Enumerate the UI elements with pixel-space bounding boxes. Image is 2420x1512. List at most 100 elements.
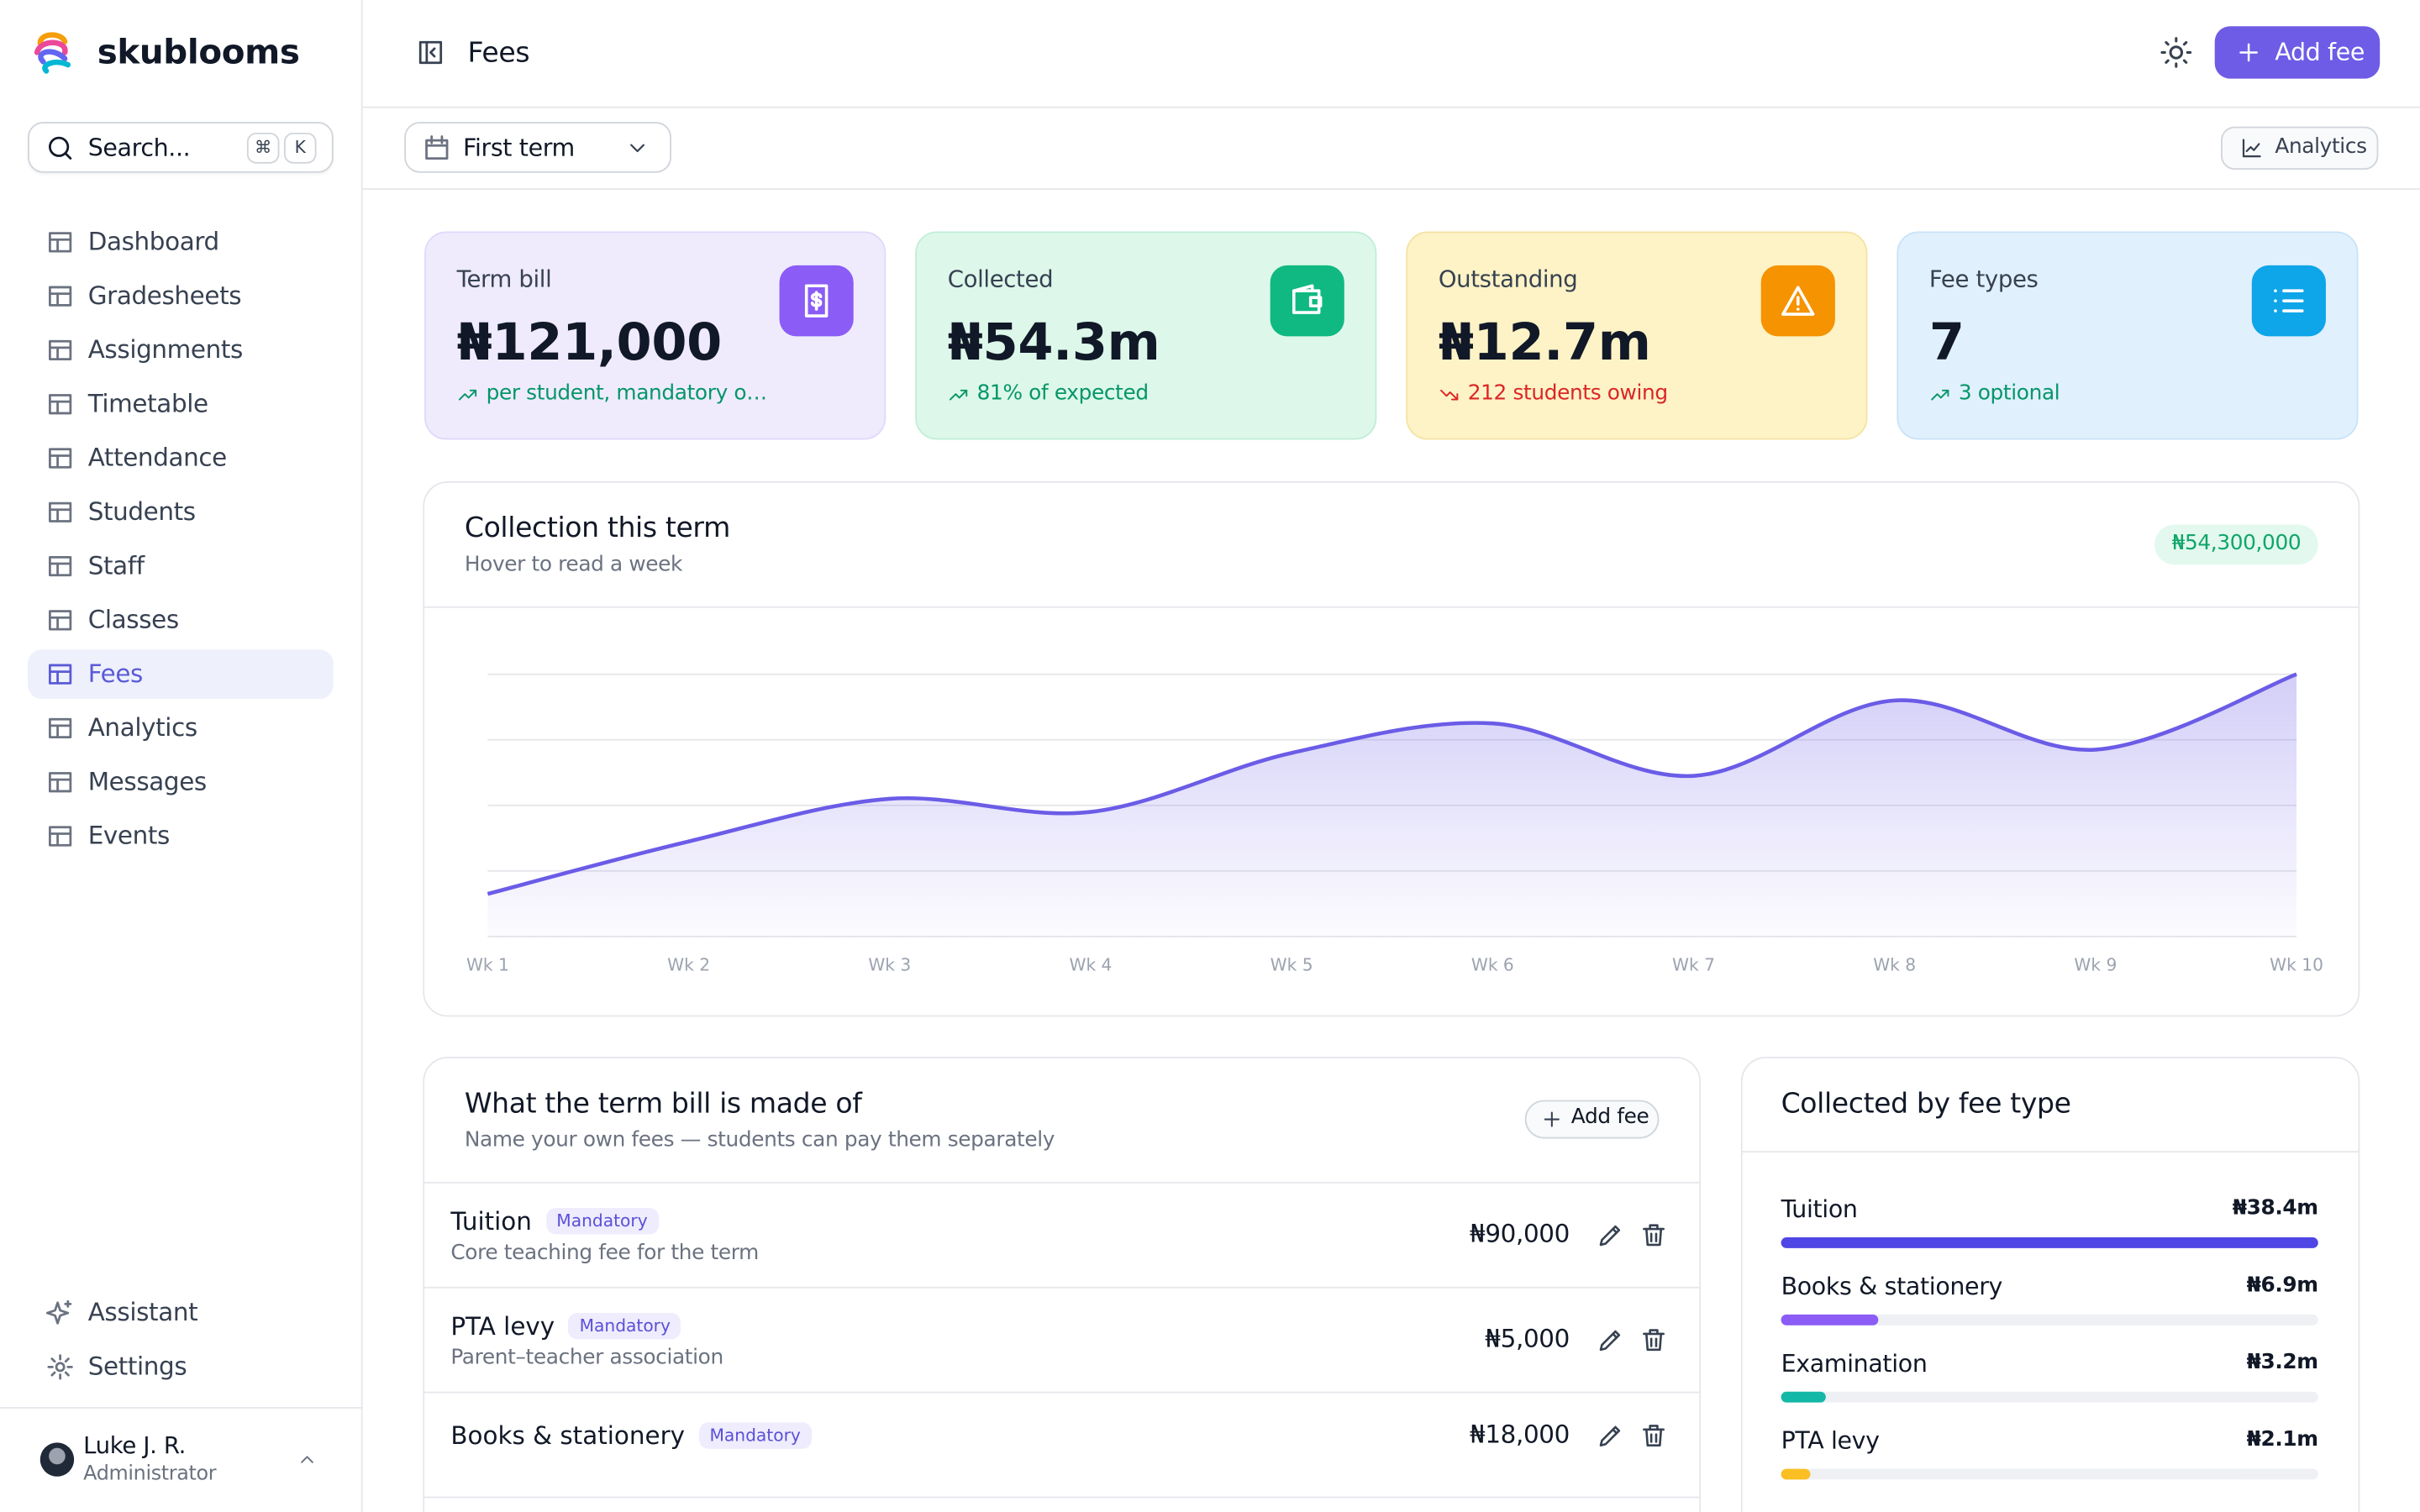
stat-label: Fee types (1928, 265, 2039, 294)
stat-value: ₦12.7m (1438, 311, 1651, 371)
edit-icon-stroke (1598, 1329, 1620, 1351)
nav-icon (49, 717, 72, 739)
bar (1781, 1468, 1811, 1480)
fee-type-value: ₦38.4m (2232, 1195, 2318, 1221)
kbd: K (283, 132, 317, 164)
stat-icon-stroke (1308, 296, 1323, 307)
nav-icon-stroke (49, 826, 72, 847)
term-select[interactable] (404, 122, 671, 173)
chevron-down (630, 144, 645, 153)
nav-item[interactable]: Classes (87, 604, 180, 634)
nav-item[interactable]: Fees (87, 658, 144, 688)
stat-note: per student, mandatory o… (486, 381, 767, 407)
delete-icon[interactable] (1639, 1325, 1668, 1354)
nav-icon-stroke (49, 555, 72, 577)
nav-icon (49, 555, 72, 577)
calendar-icon (425, 135, 449, 160)
delete-icon-stroke (1648, 1424, 1658, 1431)
stat-note: 81% of expected (976, 381, 1149, 407)
search-box[interactable] (28, 122, 334, 173)
row-divider (424, 1496, 1700, 1499)
bar (1781, 1237, 2318, 1248)
edit-icon[interactable] (1595, 1220, 1624, 1249)
fee-type-name: Tuition (1781, 1195, 1858, 1224)
avatar (39, 1442, 75, 1477)
by-type-card (1740, 1057, 2360, 1512)
logo-stroke (42, 59, 71, 74)
delete-icon-stroke (1644, 1427, 1662, 1446)
by-type-title: Collected by fee type (1781, 1088, 2071, 1121)
fee-badge: Mandatory (545, 1207, 659, 1234)
analytics-button[interactable] (2221, 126, 2379, 171)
x-tick-label: Wk 4 (1069, 954, 1112, 974)
trend-icon-stroke (1942, 389, 1949, 397)
trend-icon (1931, 389, 1949, 401)
stat-label: Collected (947, 265, 1054, 294)
sidebar-divider (0, 1407, 363, 1409)
edit-icon[interactable] (1595, 1325, 1624, 1354)
plus-icon (2239, 43, 2259, 62)
plus-icon-stroke (1543, 1110, 1559, 1126)
plus-icon-stroke (2239, 43, 2259, 62)
fee-name: PTA levy (450, 1310, 555, 1341)
nav-item[interactable]: Analytics (87, 711, 198, 742)
nav-icon (49, 339, 72, 361)
nav-icon-stroke (49, 339, 72, 361)
stat-label: Outstanding (1438, 265, 1578, 294)
edit-icon[interactable] (1595, 1420, 1624, 1450)
x-tick-label: Wk 1 (466, 954, 509, 974)
trend-icon-stroke (950, 389, 968, 401)
nav-icon-stroke (45, 1301, 70, 1325)
line (487, 672, 2297, 896)
stat-value: ₦121,000 (456, 311, 723, 371)
stat-icon (2274, 289, 2304, 312)
nav-item[interactable]: Settings (87, 1351, 187, 1381)
nav-item[interactable]: Dashboard (87, 226, 220, 256)
nav-item[interactable]: Staff (87, 549, 145, 580)
nav-icon (49, 394, 72, 415)
chart-divider (424, 606, 2359, 608)
logo (34, 32, 71, 74)
nav-icon (49, 448, 72, 469)
stat-icon (1292, 284, 1323, 314)
nav-item[interactable]: Messages (87, 766, 208, 796)
calendar-icon-stroke (425, 139, 449, 160)
delete-icon[interactable] (1639, 1220, 1668, 1249)
chart-subtitle: Hover to read a week (464, 552, 683, 578)
nav-item[interactable]: Assignments (87, 333, 244, 364)
fee-badge: Mandatory (698, 1421, 812, 1448)
stat-icon (1781, 286, 1815, 316)
x-tick-label: Wk 9 (2074, 954, 2117, 974)
nav-item[interactable]: Gradesheets (87, 280, 242, 310)
toolbar-divider (362, 188, 2420, 190)
sidebar-toggle-stroke (429, 47, 436, 58)
search-icon-stroke (64, 152, 72, 160)
delete-icon[interactable] (1639, 1420, 1668, 1450)
delete-icon-stroke (1644, 1226, 1662, 1246)
brand-name: skublooms (97, 33, 300, 72)
nav-icon (49, 232, 72, 253)
stat-icon-stroke (2282, 289, 2304, 312)
x-tick-label: Wk 10 (2270, 954, 2323, 974)
page-title: Fees (467, 37, 530, 71)
nav-item[interactable]: Assistant (87, 1296, 198, 1326)
nav-item[interactable]: Timetable (87, 388, 208, 418)
stat-label: Term bill (456, 265, 552, 294)
fee-amount: ₦90,000 (1470, 1218, 1570, 1248)
nav-item[interactable]: Attendance (87, 442, 228, 472)
nav-icon-stroke (47, 1354, 73, 1380)
logo-stroke (38, 49, 68, 65)
nav-icon (49, 286, 72, 307)
analytics-icon-stroke (2242, 139, 2261, 158)
nav-icon-stroke (49, 772, 72, 793)
bill-subtitle: Name your own fees — students can pay th… (464, 1128, 1055, 1153)
bar (1781, 1314, 1878, 1326)
stat-icon-stroke (810, 292, 823, 307)
plus-icon (1543, 1110, 1559, 1126)
nav-icon-stroke (49, 232, 72, 253)
nav-item[interactable]: Events (87, 820, 171, 850)
nav-icon-stroke (55, 1362, 66, 1373)
analytics-icon (2242, 139, 2261, 158)
nav-item[interactable]: Students (87, 496, 196, 526)
